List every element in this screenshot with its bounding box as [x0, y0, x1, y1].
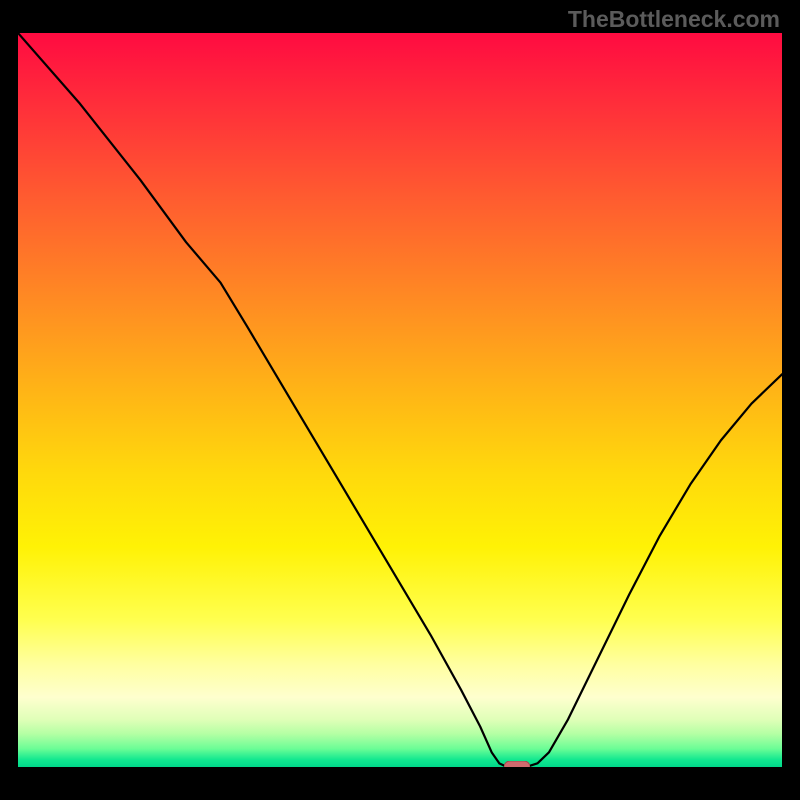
optimum-marker: [504, 761, 530, 767]
plot-svg: [18, 33, 782, 767]
gradient-background: [18, 33, 782, 767]
plot-area: [18, 33, 782, 767]
watermark-text: TheBottleneck.com: [568, 6, 780, 33]
